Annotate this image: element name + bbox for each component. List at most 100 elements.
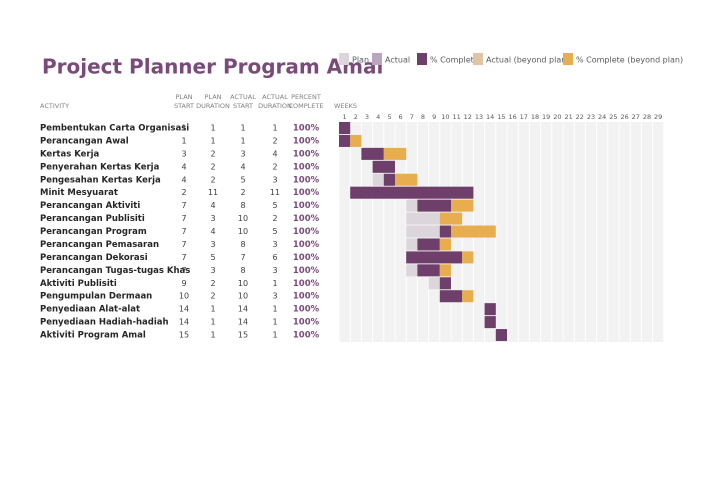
cell-value: 4	[210, 201, 215, 210]
week-number: 25	[609, 113, 617, 121]
activity-name: Kertas Kerja	[40, 149, 100, 159]
cell-value: 10	[238, 292, 248, 301]
week-number: 14	[486, 113, 494, 121]
cell-value: 5	[272, 227, 277, 236]
activity-name: Penyediaan Alat-alat	[40, 305, 140, 315]
cell-value: 3	[272, 240, 277, 249]
activity-name: Perancangan Aktiviti	[40, 201, 140, 211]
week-number: 13	[475, 113, 483, 121]
percent-complete: 100%	[293, 214, 320, 224]
legend-swatch	[417, 53, 427, 65]
cell-value: 5	[272, 201, 277, 210]
week-column	[361, 122, 373, 342]
activity-name: Pembentukan Carta Organisasi	[40, 124, 189, 134]
cell-value: 10	[238, 227, 248, 236]
week-number: 21	[564, 113, 572, 121]
cell-value: 2	[272, 162, 277, 171]
percent-complete: 100%	[293, 149, 320, 159]
cell-value: 1	[210, 331, 215, 340]
cell-value: 2	[210, 279, 215, 288]
cell-value: 14	[179, 318, 189, 327]
complete-beyond-bar	[439, 264, 451, 277]
week-number: 20	[553, 113, 561, 121]
cell-value: 2	[210, 149, 215, 158]
activity-name: Minit Mesyuarat	[40, 188, 118, 198]
cell-value: 1	[210, 124, 215, 133]
cell-value: 3	[272, 292, 277, 301]
cell-value: 7	[181, 214, 186, 223]
complete-beyond-bar	[395, 173, 418, 186]
week-number: 15	[497, 113, 505, 121]
cell-value: 1	[272, 305, 277, 314]
cell-value: 1	[272, 124, 277, 133]
cell-value: 3	[210, 214, 215, 223]
cell-value: 10	[238, 279, 248, 288]
cell-value: 5	[210, 253, 215, 262]
activity-name: Perancangan Awal	[40, 136, 129, 146]
cell-value: 1	[210, 318, 215, 327]
complete-bar	[361, 147, 384, 160]
cell-value: 3	[272, 266, 277, 275]
week-column	[541, 122, 552, 342]
legend-swatch	[473, 53, 483, 65]
percent-complete: 100%	[293, 136, 320, 146]
week-column	[373, 122, 384, 342]
cell-value: 4	[240, 162, 245, 171]
complete-bar	[350, 186, 474, 199]
column-header: DURATION	[196, 102, 230, 110]
complete-bar	[339, 134, 351, 147]
complete-bar	[495, 329, 507, 342]
percent-complete: 100%	[293, 227, 320, 237]
complete-bar	[439, 290, 463, 303]
week-column	[619, 122, 630, 342]
complete-bar	[406, 251, 463, 264]
legend-label: Actual	[385, 56, 410, 65]
week-number: 4	[376, 113, 380, 121]
complete-bar	[372, 160, 395, 173]
column-header: DURATION	[258, 102, 292, 110]
week-number: 6	[399, 113, 403, 121]
complete-beyond-bar	[451, 225, 496, 238]
week-column	[518, 122, 529, 342]
week-column	[395, 122, 406, 342]
activity-name: Penyediaan Hadiah-hadiah	[40, 318, 169, 328]
week-number: 10	[441, 113, 449, 121]
plan-bar	[406, 212, 440, 225]
week-number: 18	[531, 113, 539, 121]
cell-value: 1	[210, 305, 215, 314]
cell-value: 9	[181, 279, 186, 288]
cell-value: 10	[238, 214, 248, 223]
percent-complete: 100%	[293, 162, 320, 172]
week-number: 11	[452, 113, 460, 121]
week-number: 22	[576, 113, 584, 121]
cell-value: 3	[272, 175, 277, 184]
activity-name: Aktiviti Program Amal	[40, 331, 146, 341]
complete-bar	[383, 173, 395, 186]
legend-swatch	[372, 53, 382, 65]
cell-value: 3	[240, 149, 245, 158]
percent-complete: 100%	[293, 292, 320, 302]
cell-value: 2	[272, 214, 277, 223]
week-number: 24	[598, 113, 606, 121]
column-header: PERCENT	[291, 93, 321, 101]
week-number: 17	[520, 113, 528, 121]
header-activity: ACTIVITY	[40, 102, 69, 110]
week-number: 12	[464, 113, 472, 121]
complete-beyond-bar	[350, 134, 362, 147]
cell-value: 7	[181, 240, 186, 249]
activity-name: Perancangan Pemasaran	[40, 240, 159, 250]
complete-bar	[417, 199, 451, 212]
cell-value: 14	[179, 305, 189, 314]
activity-name: Perancangan Dekorasi	[40, 253, 148, 263]
cell-value: 3	[210, 240, 215, 249]
week-number: 3	[365, 113, 369, 121]
complete-bar	[484, 303, 496, 316]
cell-value: 2	[272, 136, 277, 145]
week-number: 5	[387, 113, 391, 121]
column-header: ACTUAL	[230, 93, 256, 101]
cell-value: 4	[272, 149, 277, 158]
cell-value: 7	[181, 266, 186, 275]
cell-value: 3	[181, 149, 186, 158]
percent-complete: 100%	[293, 175, 320, 185]
